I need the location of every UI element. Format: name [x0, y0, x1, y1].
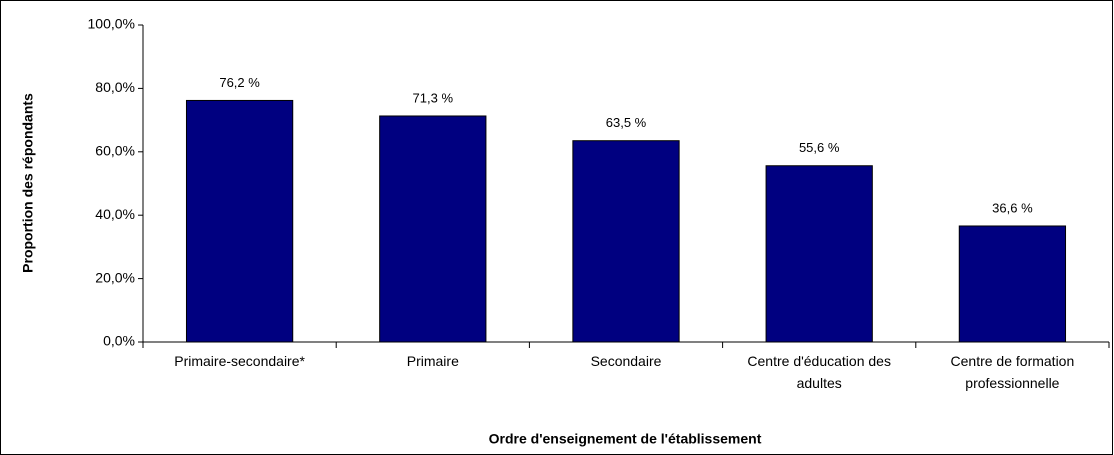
data-label: 76,2 %	[219, 75, 260, 90]
bar	[572, 140, 680, 343]
x-tick-label: Primaire-secondaire*	[174, 353, 305, 369]
x-axis-title: Ordre d'enseignement de l'établissement	[489, 431, 762, 447]
y-tick-label: 80,0%	[95, 79, 135, 95]
x-tick-label: Primaire	[406, 353, 459, 369]
data-label: 71,3 %	[413, 90, 454, 105]
bar	[958, 225, 1067, 343]
x-tick-label: Centre d'éducation des adultes	[747, 353, 891, 391]
y-tick-label: 0,0%	[103, 333, 135, 349]
data-label: 36,6 %	[992, 200, 1033, 215]
x-tick-label: Centre de formation professionnelle	[950, 353, 1075, 391]
y-axis-title: Proportion des répondants	[20, 93, 36, 273]
y-tick-label: 100,0%	[88, 16, 135, 32]
x-tick-label: Secondaire	[590, 353, 662, 369]
data-label: 63,5 %	[606, 115, 647, 130]
data-label: 55,6 %	[799, 140, 840, 155]
y-tick-label: 20,0%	[95, 269, 135, 285]
bar	[185, 99, 294, 343]
bar	[379, 115, 487, 343]
y-tick-label: 60,0%	[95, 143, 135, 159]
y-tick-label: 40,0%	[95, 206, 135, 222]
bar	[765, 165, 873, 343]
